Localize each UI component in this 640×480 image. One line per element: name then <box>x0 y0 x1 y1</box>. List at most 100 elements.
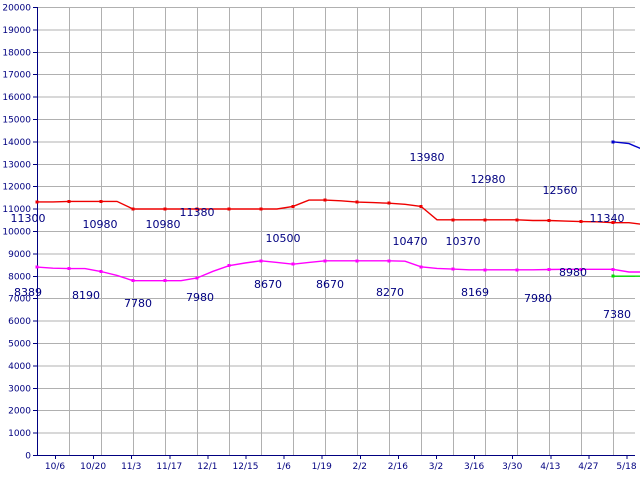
x-axis-tick-label: 1/19 <box>312 462 332 472</box>
data-point-magenta <box>419 265 423 269</box>
series-line-red <box>37 199 640 225</box>
x-axis-tick-label: 10/20 <box>80 462 106 472</box>
data-value-label: 8389 <box>14 286 42 299</box>
y-axis-tick-label: 3000 <box>8 384 31 394</box>
data-point-red <box>259 207 263 211</box>
x-axis-tick-label: 3/16 <box>464 462 484 472</box>
data-point-red <box>547 219 551 222</box>
data-point-magenta <box>483 268 487 272</box>
y-axis-tick-label: 8000 <box>8 272 31 282</box>
data-value-label: 7780 <box>124 297 152 310</box>
data-point-magenta <box>355 259 359 263</box>
y-axis-tick-label: 5000 <box>8 340 31 350</box>
data-point-magenta <box>579 267 583 271</box>
data-value-label: 11340 <box>590 212 625 225</box>
data-point-magenta <box>227 264 231 268</box>
data-value-label: 10980 <box>146 218 181 231</box>
y-axis-tick-label: 15000 <box>2 116 31 126</box>
y-axis-tick-label: 2000 <box>8 407 31 417</box>
y-axis-tick-label: 14000 <box>2 138 31 148</box>
data-point-red <box>35 200 39 204</box>
x-axis-tick-label: 2/2 <box>353 462 367 472</box>
data-point-red <box>419 204 423 208</box>
data-value-label: 12980 <box>471 173 506 186</box>
data-point-magenta <box>131 279 135 283</box>
data-point-red <box>227 207 231 211</box>
gridlines <box>37 7 635 456</box>
data-point-red <box>323 198 327 202</box>
y-axis-tick-label: 18000 <box>2 48 31 58</box>
data-point-red <box>163 207 167 211</box>
data-value-label: 10980 <box>83 218 118 231</box>
y-axis-tick-label: 12000 <box>2 183 31 193</box>
data-value-label: 8670 <box>254 278 282 291</box>
data-value-label: 11300 <box>11 212 46 225</box>
y-axis-tick-label: 17000 <box>2 71 31 81</box>
data-point-magenta <box>195 276 199 280</box>
data-point-magenta <box>387 259 391 263</box>
x-axis-tick-label: 11/17 <box>156 462 182 472</box>
y-axis-tick-label: 11000 <box>2 205 31 215</box>
data-point-red <box>483 218 487 222</box>
x-axis-tick-label: 1/6 <box>276 462 291 472</box>
data-point-magenta <box>611 267 615 271</box>
data-point-magenta <box>451 267 455 271</box>
data-point-red <box>99 199 103 203</box>
x-axis-tick-label: 12/15 <box>233 462 259 472</box>
data-value-label: 7980 <box>186 291 214 304</box>
y-axis-tick-label: 4000 <box>8 362 31 372</box>
y-axis-tick-label: 1000 <box>8 429 31 439</box>
data-point-red <box>611 221 615 225</box>
y-axis-tick-label: 0 <box>25 452 31 462</box>
x-axis-tick-label: 4/27 <box>578 462 598 472</box>
data-value-label: 8169 <box>461 286 489 299</box>
data-point-red <box>195 207 199 211</box>
y-axis-tick-label: 10000 <box>2 228 31 238</box>
series-line-magenta <box>36 260 640 282</box>
data-point-red <box>355 200 359 204</box>
data-point-red <box>131 207 135 211</box>
data-point-red <box>579 220 583 224</box>
data-series-group <box>35 140 640 283</box>
y-axis-tick-label: 16000 <box>2 93 31 103</box>
data-point-magenta <box>163 279 167 283</box>
data-point-magenta <box>547 268 551 271</box>
data-point-magenta <box>515 268 519 272</box>
data-point-blue <box>611 140 615 144</box>
data-value-label: 10370 <box>446 235 481 248</box>
data-point-magenta <box>259 259 263 263</box>
y-axis-tick-label: 9000 <box>8 250 31 260</box>
y-axis-tick-label: 6000 <box>8 317 31 327</box>
y-axis-tick-label: 13000 <box>2 160 31 170</box>
x-axis-tick-label: 3/2 <box>429 462 443 472</box>
data-point-green <box>611 274 615 278</box>
x-axis-tick-label: 11/3 <box>121 462 141 472</box>
data-point-red <box>451 218 455 222</box>
y-axis-labels: 0 1000 2000 3000 4000 5000 6000 7000 8000 9000 100… <box>2 4 37 462</box>
data-value-label: 8270 <box>376 286 404 299</box>
y-axis-tick-label: 19000 <box>2 26 31 36</box>
data-value-label: 8190 <box>72 289 100 302</box>
data-value-label: 13980 <box>410 151 445 164</box>
data-point-red <box>291 204 295 208</box>
data-value-label: 10500 <box>266 232 301 245</box>
y-axis-tick-label: 7000 <box>8 295 31 305</box>
data-point-magenta <box>323 259 327 263</box>
data-point-red <box>387 201 391 205</box>
x-axis-tick-label: 10/6 <box>45 462 65 472</box>
x-axis-tick-label: 5/18 <box>616 462 636 472</box>
x-axis-tick-label: 3/30 <box>502 462 522 472</box>
data-value-label: 11380 <box>180 206 215 219</box>
x-axis-tick-label: 4/13 <box>540 462 560 472</box>
data-point-red <box>515 218 519 222</box>
x-axis-tick-label: 2/16 <box>388 462 408 472</box>
data-value-label: 7980 <box>524 292 552 305</box>
data-point-magenta <box>99 270 103 273</box>
y-axis-tick-label: 20000 <box>2 4 31 14</box>
data-value-label: 7380 <box>603 308 631 321</box>
data-value-label: 12560 <box>543 184 578 197</box>
